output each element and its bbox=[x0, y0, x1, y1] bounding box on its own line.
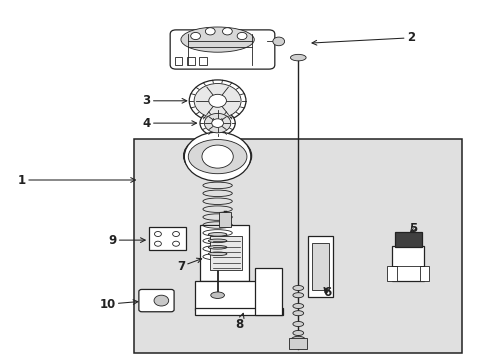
Circle shape bbox=[272, 37, 284, 46]
Bar bbox=[200, 225, 249, 281]
Circle shape bbox=[205, 28, 215, 35]
Text: 6: 6 bbox=[323, 286, 331, 299]
Bar bbox=[199, 57, 206, 65]
Ellipse shape bbox=[208, 252, 226, 256]
Circle shape bbox=[184, 132, 250, 181]
Circle shape bbox=[154, 231, 161, 237]
Ellipse shape bbox=[292, 321, 303, 327]
Bar bbox=[210, 236, 242, 270]
Circle shape bbox=[194, 84, 241, 118]
Text: 5: 5 bbox=[408, 222, 416, 235]
Bar bbox=[174, 57, 182, 65]
Circle shape bbox=[222, 28, 232, 35]
Bar bbox=[307, 236, 332, 297]
Ellipse shape bbox=[208, 233, 226, 236]
Bar bbox=[194, 308, 282, 315]
Circle shape bbox=[237, 32, 246, 40]
Bar bbox=[311, 243, 328, 290]
Text: 4: 4 bbox=[142, 117, 196, 130]
Text: 1: 1 bbox=[18, 174, 135, 186]
Circle shape bbox=[172, 241, 179, 246]
Bar bbox=[255, 268, 282, 315]
Ellipse shape bbox=[292, 285, 303, 291]
Bar bbox=[289, 338, 306, 349]
Circle shape bbox=[202, 145, 233, 168]
Circle shape bbox=[204, 113, 230, 133]
Circle shape bbox=[154, 241, 161, 246]
Text: 10: 10 bbox=[99, 298, 138, 311]
FancyBboxPatch shape bbox=[170, 30, 274, 69]
Circle shape bbox=[154, 295, 168, 306]
Bar bbox=[194, 281, 255, 310]
Text: 9: 9 bbox=[108, 234, 145, 247]
Text: 3: 3 bbox=[142, 94, 186, 107]
Ellipse shape bbox=[292, 330, 303, 336]
Bar bbox=[394, 232, 421, 247]
FancyBboxPatch shape bbox=[139, 289, 174, 312]
Bar bbox=[419, 266, 428, 281]
Bar bbox=[391, 246, 424, 281]
Text: 8: 8 bbox=[235, 313, 244, 330]
Ellipse shape bbox=[208, 239, 226, 243]
Circle shape bbox=[211, 119, 223, 127]
Bar bbox=[186, 57, 194, 65]
Circle shape bbox=[172, 231, 179, 237]
Text: 7: 7 bbox=[177, 258, 201, 273]
Ellipse shape bbox=[290, 54, 305, 61]
Ellipse shape bbox=[290, 336, 305, 344]
Ellipse shape bbox=[181, 27, 254, 52]
Text: 2: 2 bbox=[311, 31, 414, 45]
Ellipse shape bbox=[210, 292, 224, 298]
Bar bbox=[134, 139, 461, 353]
Circle shape bbox=[189, 80, 245, 122]
Bar bbox=[219, 212, 230, 227]
Bar bbox=[149, 227, 185, 250]
Ellipse shape bbox=[292, 311, 303, 316]
Ellipse shape bbox=[188, 140, 246, 174]
Ellipse shape bbox=[292, 303, 303, 309]
Circle shape bbox=[190, 32, 200, 40]
Bar bbox=[386, 266, 396, 281]
Circle shape bbox=[200, 110, 235, 136]
Circle shape bbox=[208, 94, 226, 107]
Ellipse shape bbox=[292, 293, 303, 298]
Ellipse shape bbox=[208, 246, 226, 249]
